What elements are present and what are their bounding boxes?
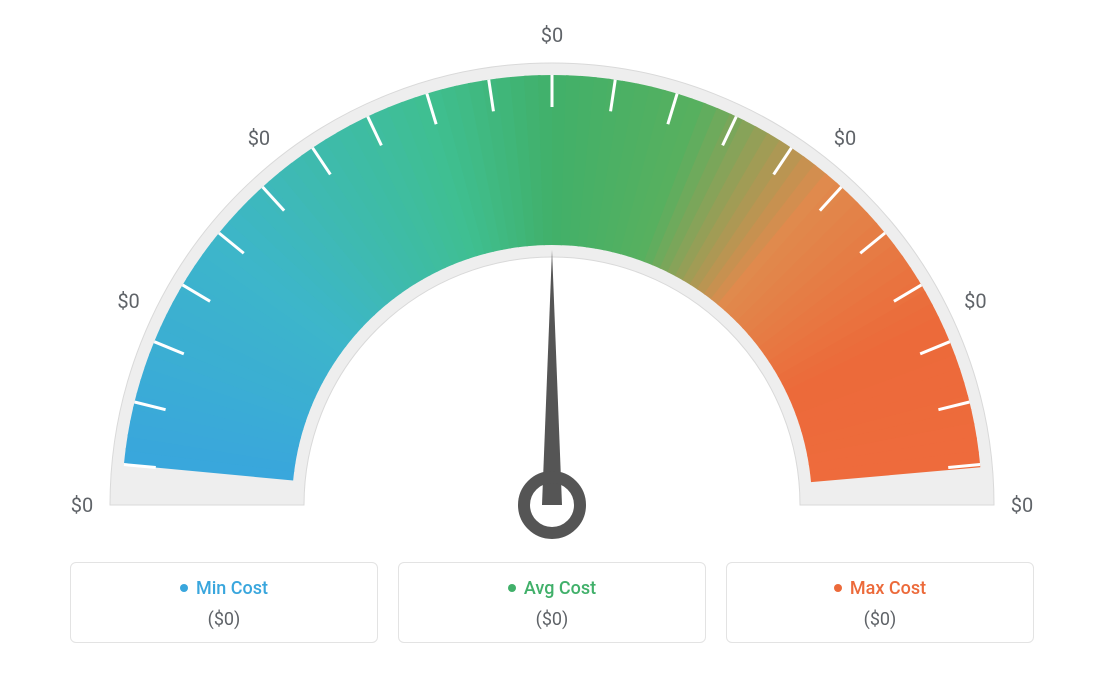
legend-card-max: Max Cost ($0) (726, 562, 1034, 643)
gauge-tick-label: $0 (117, 289, 139, 313)
legend-dot-min (180, 584, 188, 592)
gauge-tick-label: $0 (541, 23, 563, 47)
gauge-tick-label: $0 (71, 493, 93, 517)
legend-card-avg: Avg Cost ($0) (398, 562, 706, 643)
gauge-tick-label: $0 (834, 126, 856, 150)
gauge-tick-label: $0 (1011, 493, 1033, 517)
legend-label-min: Min Cost (196, 578, 268, 599)
legend-value-avg: ($0) (409, 609, 695, 630)
legend-value-max: ($0) (737, 609, 1023, 630)
legend-dot-max (834, 584, 842, 592)
legend-label-max: Max Cost (850, 578, 926, 599)
legend-value-min: ($0) (81, 609, 367, 630)
gauge-tick-label: $0 (964, 289, 986, 313)
gauge-chart-container: $0 $0 $0 $0 $0 $0 $0 Min Cost ($0) Avg Cost ($… (0, 0, 1104, 690)
legend-dot-avg (508, 584, 516, 592)
gauge-area: $0 $0 $0 $0 $0 $0 $0 (40, 10, 1064, 550)
legend-card-min: Min Cost ($0) (70, 562, 378, 643)
gauge-tick-label: $0 (248, 126, 270, 150)
legend-label-avg: Avg Cost (524, 578, 596, 599)
legend-row: Min Cost ($0) Avg Cost ($0) Max Cost ($0… (70, 562, 1034, 643)
gauge-svg (40, 10, 1064, 550)
